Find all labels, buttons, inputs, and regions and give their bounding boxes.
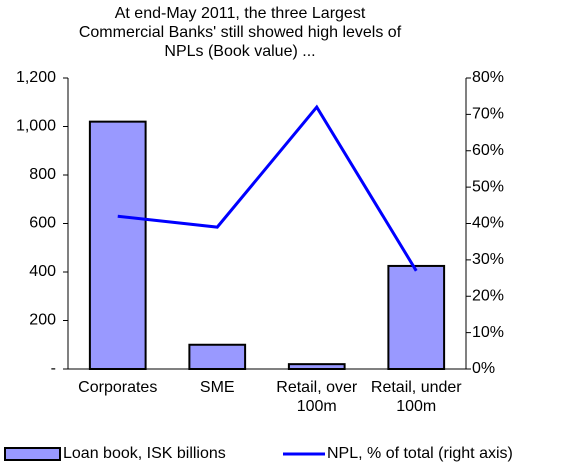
y-tick-label: -: [51, 360, 56, 377]
legend-label: Loan book, ISK billions: [63, 445, 226, 462]
bar: [88, 120, 147, 371]
bar: [188, 343, 247, 370]
bar: [287, 363, 346, 370]
y-tick-label: 200: [29, 312, 56, 329]
x-tick-label: Retail, over 100m: [276, 379, 358, 415]
y2-tick-label: 70%: [472, 106, 504, 123]
legend-label: NPL, % of total (right axis): [327, 445, 513, 462]
y-tick-label: 1,000: [16, 118, 56, 135]
y2-tick-label: 40%: [472, 215, 504, 232]
line: [117, 104, 418, 272]
y-tick-label: 600: [29, 215, 56, 232]
y2-tick-label: 60%: [472, 142, 504, 159]
y2-tick-label: 20%: [472, 287, 504, 304]
y2-tick-label: 80%: [472, 69, 504, 86]
y-tick-label: 400: [29, 263, 56, 280]
y2-tick-label: 50%: [472, 178, 504, 195]
y-tick-label: 800: [29, 166, 56, 183]
bar: [387, 264, 446, 370]
y2-tick-label: 10%: [472, 324, 504, 341]
x-tick-label: Retail, under 100m: [370, 379, 462, 415]
y2-tick-label: 0%: [472, 360, 495, 377]
y-tick-label: 1,200: [16, 69, 56, 86]
x-tick-label: SME: [199, 379, 235, 396]
chart-title: At end-May 2011, the three Largest Comme…: [78, 5, 402, 60]
legend-swatch: [4, 447, 61, 461]
y2-tick-label: 30%: [472, 251, 504, 268]
x-tick-label: Corporates: [78, 379, 158, 396]
